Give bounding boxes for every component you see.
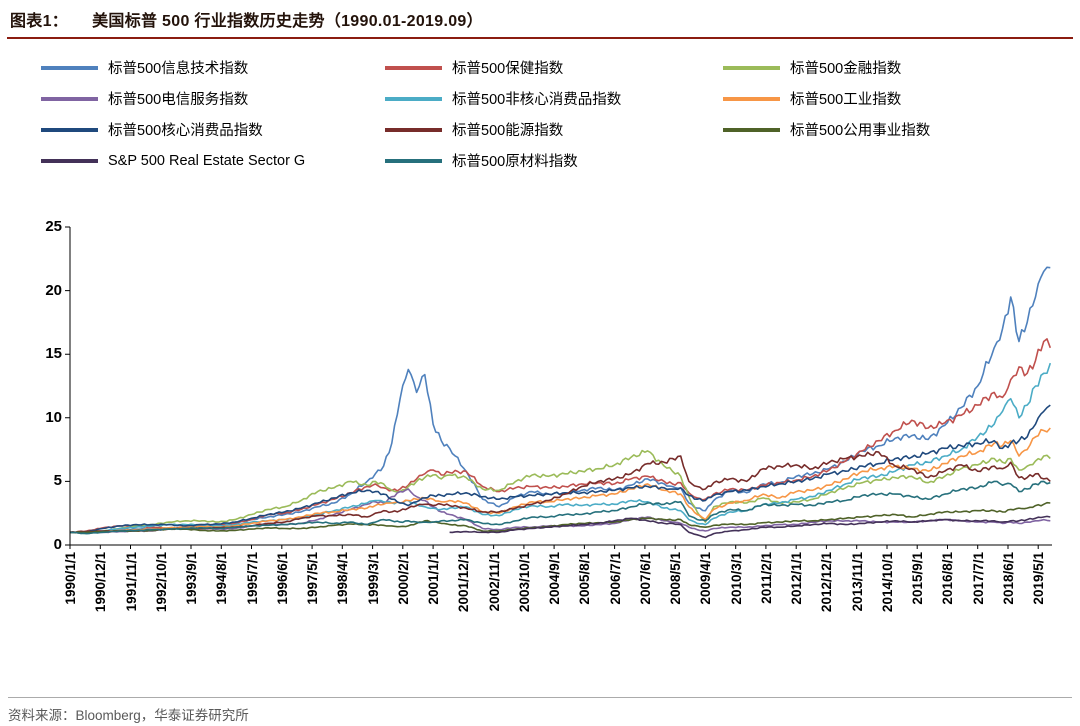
x-axis-tick-label: 2007/6/1 [637,552,653,605]
x-axis-tick-label: 2001/12/1 [456,552,472,613]
x-axis-tick-label: 2004/9/1 [547,552,563,605]
series-line [69,362,1052,535]
legend-color-swatch [41,158,98,163]
series-line [70,427,1051,534]
x-axis-tick-label: 1993/9/1 [184,552,200,605]
legend-color-swatch [723,96,780,101]
legend-color-swatch [385,65,442,70]
legend-label: 标普500核心消费品指数 [108,123,263,139]
figure-label: 图表1： [10,13,69,30]
legend-color-swatch [385,127,442,132]
x-axis-tick-label: 2003/10/1 [516,552,532,613]
legend-item: 标普500公用事业指数 [723,118,1064,141]
legend-label: 标普500公用事业指数 [790,123,931,139]
x-axis-tick-label: 1995/7/1 [244,552,260,605]
series-line [69,501,1051,534]
source-note: 资料来源：Bloomberg，华泰证券研究所 [8,708,249,723]
page-title: 美国标普 500 行业指数历史走势（1990.01-2019.09） [92,13,483,30]
legend-label: 标普500电信服务指数 [108,92,249,108]
x-axis-tick-label: 2016/8/1 [940,552,956,605]
x-axis-tick-label: 2019/5/1 [1031,552,1047,605]
legend-label: 标普500信息技术指数 [108,61,249,77]
legend-item: 标普500原材料指数 [385,149,723,172]
legend-label: 标普500能源指数 [452,123,564,139]
x-axis-tick-label: 2010/3/1 [728,552,744,605]
legend-item: 标普500电信服务指数 [41,87,385,110]
x-axis-tick-label: 1992/10/1 [153,552,169,613]
legend-color-swatch [41,65,98,70]
series-line [449,515,1051,539]
legend-label: 标普500保健指数 [452,61,564,77]
legend-item: 标普500金融指数 [723,56,1064,79]
x-axis-tick-label: 2012/1/1 [789,552,805,605]
x-axis-tick-label: 2015/9/1 [910,552,926,605]
legend-color-swatch [41,127,98,132]
legend-item: 标普500非核心消费品指数 [385,87,723,110]
legend-color-swatch [723,127,780,132]
y-axis-tick-label: 25 [45,218,62,235]
title-rule [7,37,1073,39]
legend-color-swatch [41,96,98,101]
x-axis-tick-label: 1991/11/1 [123,552,139,612]
y-axis-tick-label: 15 [45,345,62,363]
figure-title-row: 图表1： 美国标普 500 行业指数历史走势（1990.01-2019.09） [10,7,483,31]
series-line [69,404,1051,534]
x-axis-tick-label: 2005/8/1 [577,552,593,605]
x-axis-tick-label: 2018/6/1 [1000,552,1016,605]
y-axis-tick-label: 10 [45,408,62,426]
legend-item: 标普500信息技术指数 [41,56,385,79]
legend-item: 标普500保健指数 [385,56,723,79]
series-line [69,266,1051,534]
x-axis-tick-label: 1998/4/1 [335,552,351,605]
x-axis-tick-label: 2006/7/1 [607,552,623,605]
x-axis-tick-label: 2011/2/1 [758,552,774,604]
x-axis-tick-label: 2014/10/1 [879,552,895,613]
series-line [69,338,1052,534]
x-axis-tick-label: 2017/7/1 [970,552,986,605]
y-axis-tick-label: 20 [45,281,62,299]
legend-item: 标普500核心消费品指数 [41,118,385,141]
x-axis-tick-label: 1997/5/1 [305,552,321,605]
x-axis-tick-label: 2000/2/1 [395,552,411,605]
legend-color-swatch [385,158,442,163]
x-axis-tick-label: 2013/11/1 [849,552,865,612]
legend-label: S&P 500 Real Estate Sector G [108,152,306,169]
x-axis-tick-label: 2001/1/1 [426,552,442,605]
legend-item: 标普500工业指数 [723,87,1064,110]
y-axis-tick-label: 5 [53,472,62,490]
legend-item: 标普500能源指数 [385,118,723,141]
legend-label: 标普500非核心消费品指数 [452,92,622,108]
x-axis-tick-label: 1994/8/1 [214,552,230,605]
x-axis-tick-label: 1990/12/1 [93,552,109,613]
x-axis-tick-label: 2012/12/1 [819,552,835,613]
x-axis-tick-label: 1996/6/1 [274,552,290,605]
chart-legend: 标普500信息技术指数 标普500保健指数 标普500金融指数标普500电信服务指数… [41,56,1064,172]
x-axis-tick-label: 2009/4/1 [698,552,714,605]
legend-color-swatch [723,65,780,70]
legend-label: 标普500原材料指数 [452,154,578,170]
legend-label: 标普500金融指数 [790,61,902,77]
legend-color-swatch [385,96,442,101]
x-axis-tick-label: 2002/11/1 [486,552,502,612]
y-axis-tick-label: 0 [53,536,62,553]
axes [65,226,1052,549]
x-axis-tick-label: 1999/3/1 [365,552,381,605]
plot-area [65,226,1052,549]
x-axis-tick-label: 1990/1/1 [63,552,78,605]
series-line [69,449,1051,535]
legend-label: 标普500工业指数 [790,92,902,108]
legend-item: S&P 500 Real Estate Sector G [41,149,385,172]
x-axis-tick-label: 2008/5/1 [668,552,684,605]
footer-rule [8,697,1072,698]
series-line [69,480,1051,535]
